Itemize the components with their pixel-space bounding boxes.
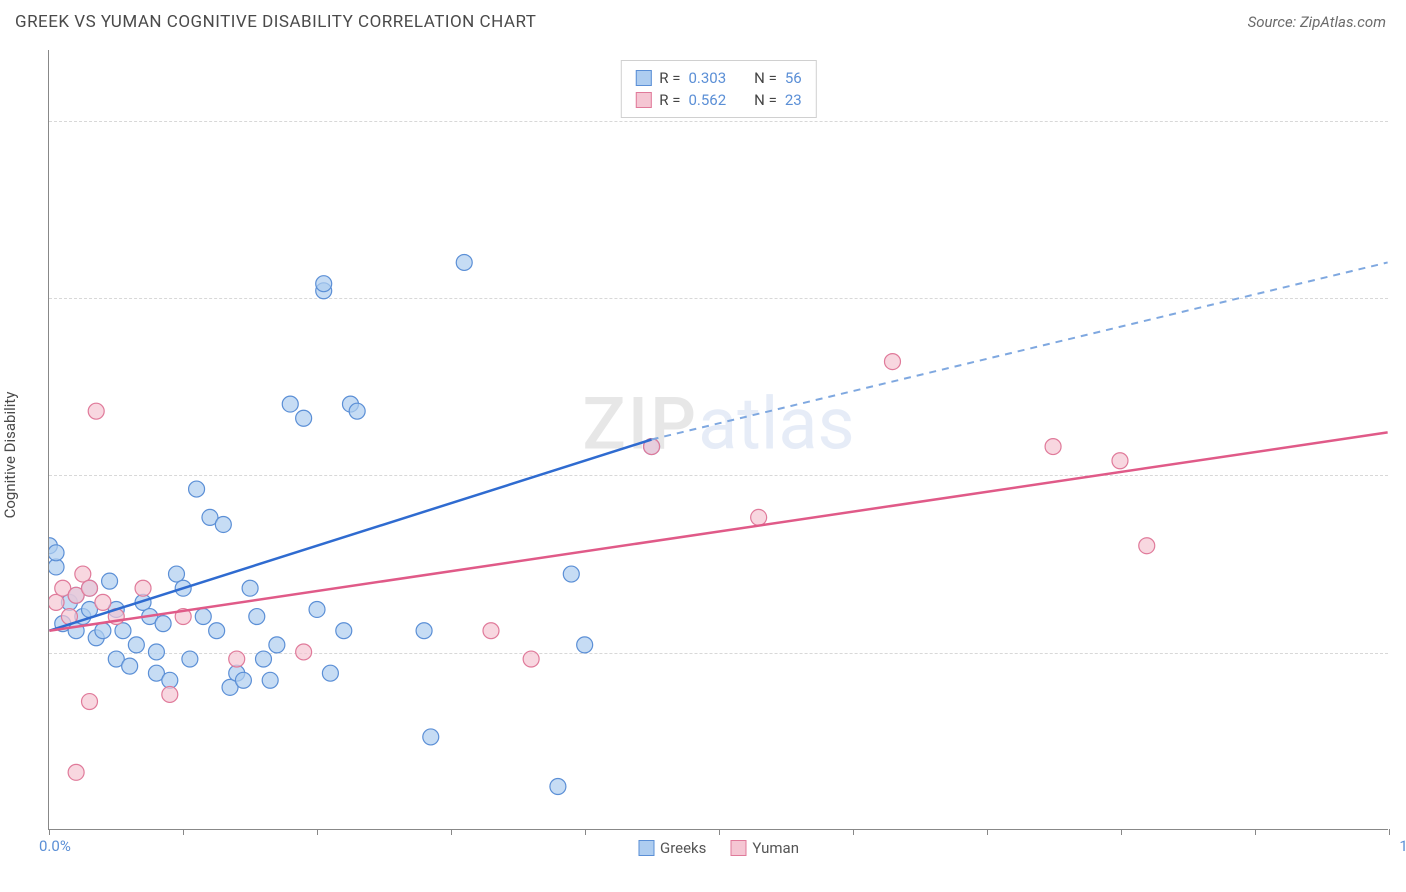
data-point bbox=[269, 637, 285, 653]
data-point bbox=[215, 516, 231, 532]
data-point bbox=[884, 354, 900, 370]
data-point bbox=[169, 566, 185, 582]
data-point bbox=[316, 276, 332, 292]
data-point bbox=[148, 644, 164, 660]
data-point bbox=[75, 566, 91, 582]
data-point bbox=[296, 410, 312, 426]
data-point bbox=[189, 481, 205, 497]
data-point bbox=[423, 729, 439, 745]
data-point bbox=[95, 623, 111, 639]
data-point bbox=[1139, 538, 1155, 554]
chart-plot-area: ZIPatlas R = 0.303 N = 56 R = 0.562 N = … bbox=[48, 50, 1388, 830]
data-point bbox=[182, 651, 198, 667]
data-point bbox=[523, 651, 539, 667]
data-point bbox=[115, 623, 131, 639]
data-point bbox=[49, 545, 64, 561]
data-point bbox=[209, 623, 225, 639]
data-point bbox=[128, 637, 144, 653]
data-point bbox=[235, 672, 251, 688]
data-point bbox=[577, 637, 593, 653]
data-point bbox=[249, 609, 265, 625]
x-tick bbox=[317, 829, 318, 835]
data-point bbox=[550, 779, 566, 795]
legend-n-label: N = bbox=[754, 69, 777, 87]
data-point bbox=[282, 396, 298, 412]
regression-line bbox=[49, 440, 651, 631]
data-point bbox=[262, 672, 278, 688]
x-tick bbox=[183, 829, 184, 835]
chart-header: GREEK VS YUMAN COGNITIVE DISABILITY CORR… bbox=[0, 0, 1406, 40]
x-tick bbox=[719, 829, 720, 835]
data-point bbox=[322, 665, 338, 681]
legend-r-label: R = bbox=[659, 69, 680, 87]
legend-r-label: R = bbox=[659, 91, 680, 109]
data-point bbox=[195, 609, 211, 625]
x-tick bbox=[49, 829, 50, 835]
data-point bbox=[751, 509, 767, 525]
data-point bbox=[102, 573, 118, 589]
data-point bbox=[155, 616, 171, 632]
legend-series-name: Yuman bbox=[752, 839, 799, 857]
legend-stats: R = 0.303 N = 56 R = 0.562 N = 23 bbox=[620, 60, 816, 118]
legend-n-label: N = bbox=[754, 91, 777, 109]
regression-line-extrapolated bbox=[652, 262, 1388, 439]
chart-title: GREEK VS YUMAN COGNITIVE DISABILITY CORR… bbox=[15, 12, 536, 32]
data-point bbox=[309, 601, 325, 617]
legend-n-value: 23 bbox=[785, 91, 802, 109]
data-point bbox=[82, 694, 98, 710]
data-point bbox=[296, 644, 312, 660]
legend-series-name: Greeks bbox=[660, 839, 706, 857]
x-tick bbox=[451, 829, 452, 835]
data-point bbox=[88, 403, 104, 419]
data-point bbox=[563, 566, 579, 582]
legend-swatch bbox=[730, 840, 746, 856]
data-point bbox=[242, 580, 258, 596]
data-point bbox=[1112, 453, 1128, 469]
data-point bbox=[416, 623, 432, 639]
data-point bbox=[162, 686, 178, 702]
x-tick bbox=[585, 829, 586, 835]
legend-series-item: Greeks bbox=[638, 839, 706, 857]
x-tick bbox=[987, 829, 988, 835]
legend-stat-row: R = 0.303 N = 56 bbox=[635, 67, 801, 89]
data-point bbox=[49, 594, 64, 610]
x-tick bbox=[853, 829, 854, 835]
legend-swatch bbox=[635, 92, 651, 108]
legend-series-item: Yuman bbox=[730, 839, 799, 857]
legend-n-value: 56 bbox=[785, 69, 802, 87]
x-tick bbox=[1255, 829, 1256, 835]
legend-r-value: 0.303 bbox=[688, 69, 726, 87]
data-point bbox=[1045, 439, 1061, 455]
data-point bbox=[135, 580, 151, 596]
data-point bbox=[483, 623, 499, 639]
legend-r-value: 0.562 bbox=[688, 91, 726, 109]
data-point bbox=[255, 651, 271, 667]
y-axis-label: Cognitive Disability bbox=[1, 392, 19, 519]
legend-stat-row: R = 0.562 N = 23 bbox=[635, 89, 801, 111]
data-point bbox=[229, 651, 245, 667]
x-tick bbox=[1121, 829, 1122, 835]
chart-source: Source: ZipAtlas.com bbox=[1248, 13, 1386, 31]
legend-series: Greeks Yuman bbox=[638, 839, 799, 857]
data-point bbox=[68, 764, 84, 780]
data-point bbox=[336, 623, 352, 639]
legend-swatch bbox=[635, 70, 651, 86]
data-point bbox=[349, 403, 365, 419]
x-axis-min-label: 0.0% bbox=[39, 837, 71, 855]
data-point bbox=[82, 580, 98, 596]
data-point bbox=[122, 658, 138, 674]
data-point bbox=[456, 254, 472, 270]
x-axis-max-label: 100.0% bbox=[1399, 837, 1406, 855]
scatter-svg bbox=[49, 50, 1388, 829]
x-tick bbox=[1389, 829, 1390, 835]
regression-line bbox=[49, 432, 1387, 630]
data-point bbox=[95, 594, 111, 610]
legend-swatch bbox=[638, 840, 654, 856]
